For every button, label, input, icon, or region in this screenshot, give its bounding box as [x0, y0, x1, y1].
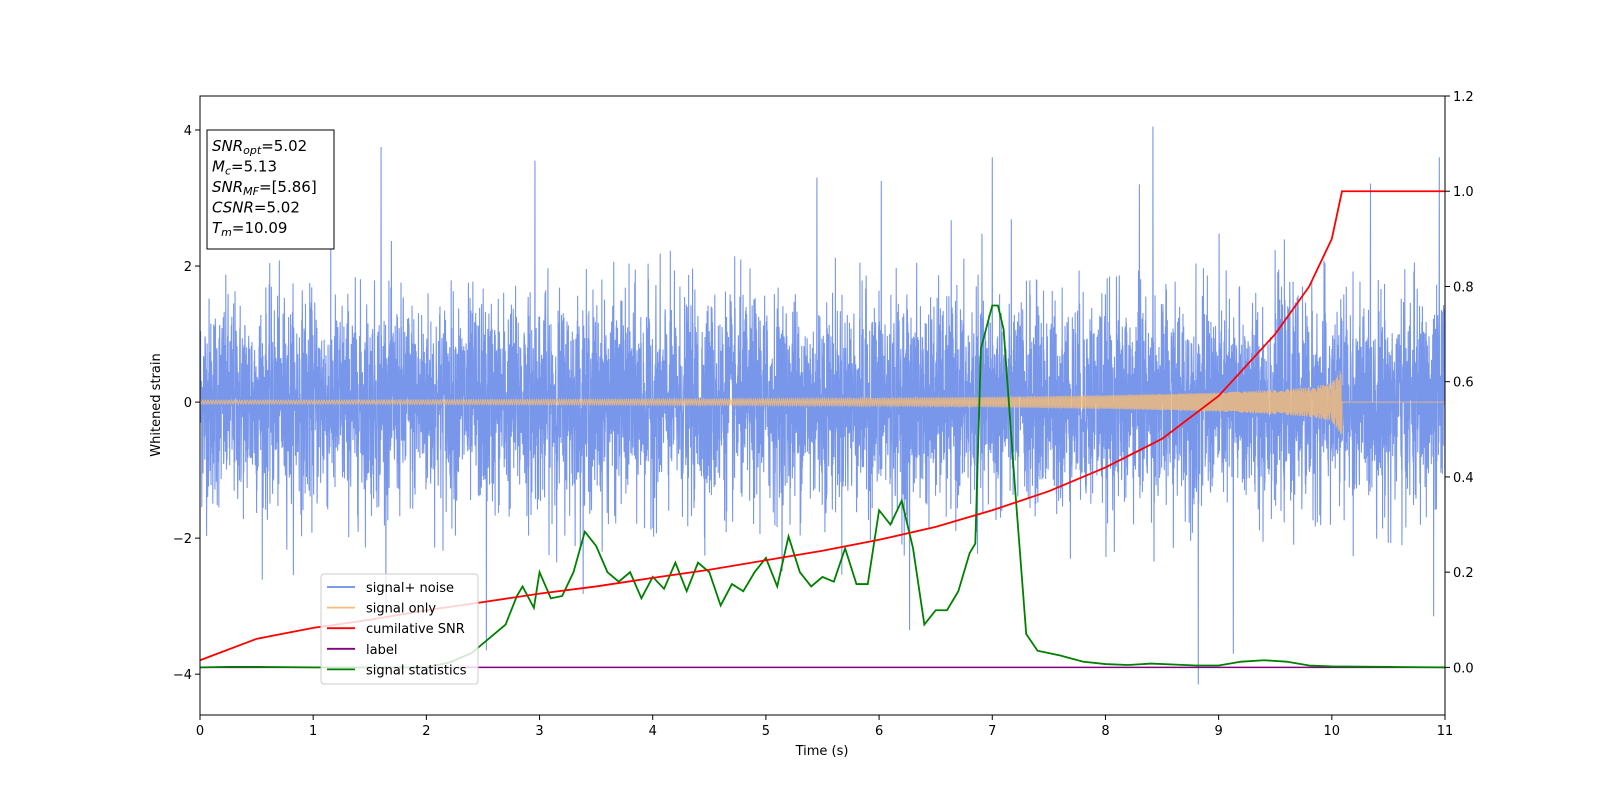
signal-noise-line [200, 126, 1445, 685]
y-right-tick-label: 0.6 [1453, 376, 1474, 391]
y-right-tick-label: 0.8 [1453, 280, 1474, 295]
y-left-tick-label: −4 [173, 668, 192, 683]
legend-label: cumilative SNR [366, 622, 465, 637]
y-left-tick-label: 0 [184, 396, 192, 411]
y-left-tick-label: 2 [184, 260, 192, 275]
legend-label: signal+ noise [366, 581, 454, 596]
x-tick-label: 8 [1101, 724, 1109, 739]
y-right-tick-label: 1.0 [1453, 185, 1474, 200]
signal-statistics-line [200, 304, 1445, 669]
x-tick-label: 6 [875, 724, 883, 739]
legend-label: signal only [366, 602, 436, 617]
info-box-line: CSNR=5.02 [212, 199, 300, 217]
x-tick-label: 3 [535, 724, 543, 739]
x-tick-label: 0 [196, 724, 204, 739]
x-axis: 0 1 2 3 4 5 6 7 8 9 10 11 [196, 715, 1453, 739]
legend: signal+ noise signal only cumilative SNR la… [320, 573, 479, 685]
y-axis-left: −4 −2 0 2 4 [173, 124, 200, 683]
x-tick-label: 2 [422, 724, 430, 739]
y-left-tick-label: −2 [173, 532, 192, 547]
y-left-tick-label: 4 [184, 124, 192, 139]
y-right-tick-label: 0.2 [1453, 566, 1474, 581]
info-box-line: Mc=5.13 [212, 158, 277, 178]
x-tick-label: 9 [1214, 724, 1222, 739]
info-box-line: SNRMF=[5.86] [212, 178, 317, 198]
x-tick-label: 11 [1437, 724, 1454, 739]
plot-frame [199, 95, 1446, 716]
y-right-tick-label: 0.0 [1453, 661, 1474, 676]
signal-only-line [200, 371, 1445, 435]
info-box-line: SNRopt=5.02 [212, 137, 307, 157]
y-axis-right: 0.0 0.2 0.4 0.6 0.8 1.0 1.2 [1445, 90, 1474, 676]
y-right-tick-label: 0.4 [1453, 471, 1474, 486]
x-axis-label: Time (s) [795, 744, 849, 759]
x-tick-label: 1 [309, 724, 317, 739]
x-tick-label: 10 [1324, 724, 1341, 739]
x-tick-label: 7 [988, 724, 996, 739]
legend-label: signal statistics [366, 663, 467, 678]
x-tick-label: 5 [762, 724, 770, 739]
y-right-tick-label: 1.2 [1453, 90, 1474, 105]
legend-label: label [366, 643, 397, 658]
info-box-line: Tm=10.09 [212, 219, 287, 239]
x-tick-label: 4 [649, 724, 657, 739]
y-axis-label: Whitened strain [149, 353, 164, 456]
